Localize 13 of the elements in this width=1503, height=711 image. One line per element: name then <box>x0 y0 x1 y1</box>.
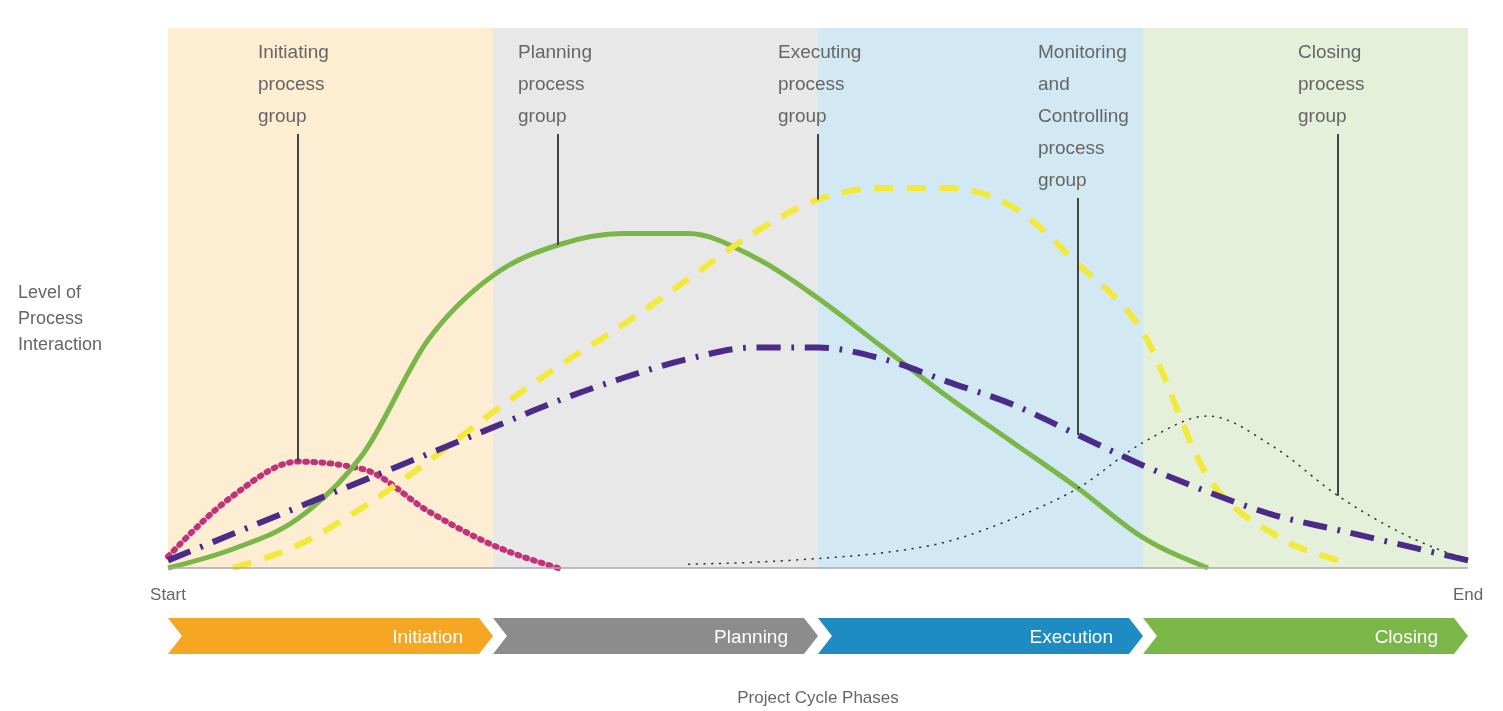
x-tick-label: End <box>1452 585 1484 604</box>
text: Executing process group <box>778 41 862 126</box>
text: Initiating process group <box>258 41 329 126</box>
text: Planning <box>714 626 788 647</box>
y-axis-title: Level of Process Interaction <box>18 282 103 354</box>
x-axis-title: Project Cycle Phases <box>737 688 899 707</box>
x-tick-label: Start <box>150 585 187 604</box>
text: Execution <box>1029 626 1113 647</box>
text: Closing process group <box>1298 41 1365 126</box>
text: Closing <box>1374 626 1438 647</box>
annotation: Monitoring and Controlling process group <box>1038 41 1129 190</box>
text: Initiation <box>392 626 463 647</box>
text: Planning process group <box>518 41 592 126</box>
